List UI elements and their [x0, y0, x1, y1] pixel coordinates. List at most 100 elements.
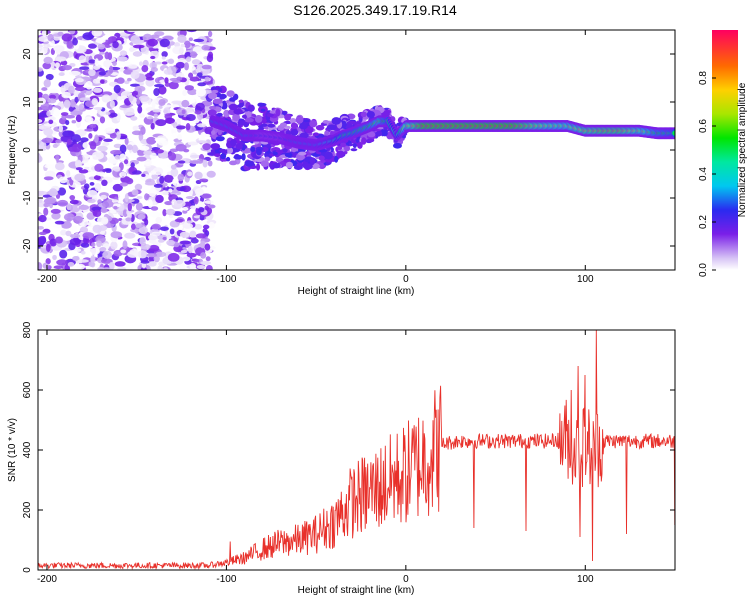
noise-blob	[99, 51, 105, 55]
noise-blob	[101, 216, 109, 225]
noise-blob	[204, 200, 214, 204]
noise-blob	[187, 245, 193, 254]
scatter-blob	[336, 145, 343, 150]
noise-blob	[173, 243, 180, 248]
noise-blob	[73, 215, 83, 224]
noise-blob	[155, 251, 167, 258]
noise-blob	[43, 207, 49, 216]
noise-blob	[93, 106, 103, 111]
noise-blob	[75, 167, 83, 171]
noise-blob	[82, 32, 94, 41]
noise-blob	[105, 168, 112, 173]
noise-blob	[90, 255, 96, 264]
noise-blob	[161, 56, 166, 60]
noise-blob	[124, 177, 134, 185]
noise-blob	[95, 171, 105, 176]
noise-blob	[144, 72, 153, 79]
scatter-blob	[309, 120, 318, 128]
scatter-blob	[289, 117, 297, 124]
noise-blob	[108, 261, 115, 270]
scatter-blob	[244, 117, 254, 123]
scatter-blob	[392, 142, 402, 149]
noise-blob	[114, 154, 121, 160]
noise-blob	[69, 70, 81, 76]
noise-blob	[86, 190, 98, 198]
scatter-blob	[216, 112, 223, 117]
scatter-blob	[361, 137, 367, 145]
noise-blob	[74, 96, 79, 103]
noise-blob	[194, 188, 204, 196]
noise-blob	[181, 109, 186, 115]
noise-blob	[159, 226, 169, 231]
noise-blob	[70, 134, 82, 143]
noise-blob	[151, 223, 161, 230]
noise-blob	[112, 183, 123, 192]
noise-blob	[205, 256, 211, 262]
scatter-blob	[340, 142, 347, 148]
noise-blob	[137, 105, 143, 114]
scatter-blob	[211, 130, 216, 135]
scatter-blob	[343, 145, 351, 152]
noise-blob	[60, 112, 69, 116]
scatter-blob	[235, 143, 243, 150]
noise-blob	[110, 149, 122, 155]
scatter-blob	[266, 113, 274, 117]
noise-blob	[43, 202, 50, 208]
noise-blob	[147, 116, 153, 120]
noise-blob	[177, 34, 187, 43]
noise-blob	[186, 220, 194, 224]
scatter-blob	[209, 105, 217, 110]
scatter-blob	[315, 124, 325, 131]
scatter-blob	[324, 130, 330, 136]
scatter-blob	[220, 153, 227, 160]
scatter-blob	[295, 116, 304, 124]
noise-blob	[180, 249, 188, 254]
noise-blob	[69, 194, 76, 201]
noise-blob	[83, 183, 90, 190]
scatter-blob	[360, 111, 368, 118]
scatter-blob	[336, 150, 345, 158]
noise-blob	[45, 196, 57, 204]
noise-blob	[109, 132, 117, 139]
noise-blob	[53, 45, 65, 52]
noise-blob	[80, 242, 90, 248]
noise-blob	[103, 60, 112, 68]
noise-blob	[120, 249, 127, 254]
noise-blob	[48, 119, 54, 125]
noise-blob	[194, 223, 203, 230]
noise-blob	[136, 149, 146, 156]
noise-blob	[48, 104, 53, 111]
scatter-blob	[331, 117, 341, 125]
x-tick-label: -100	[216, 274, 236, 285]
noise-blob	[132, 125, 140, 130]
noise-blob	[63, 213, 75, 221]
noise-blob	[162, 236, 167, 241]
noise-blob	[71, 119, 77, 124]
noise-blob	[133, 39, 145, 44]
noise-blob	[141, 64, 149, 73]
scatter-blob	[225, 156, 231, 162]
noise-blob	[138, 61, 143, 66]
noise-blob	[145, 77, 155, 81]
noise-blob	[136, 195, 143, 200]
noise-blob	[70, 110, 83, 116]
noise-blob	[188, 72, 194, 79]
noise-blob	[114, 261, 126, 267]
noise-blob	[43, 79, 51, 88]
scatter-blob	[299, 132, 309, 139]
scatter-blob	[362, 116, 369, 120]
noise-blob	[38, 197, 43, 204]
noise-blob	[48, 188, 58, 197]
noise-blob	[84, 128, 94, 132]
noise-blob	[195, 102, 205, 111]
noise-blob	[98, 71, 106, 76]
noise-blob	[38, 44, 44, 49]
noise-blob	[146, 136, 157, 145]
noise-blob	[174, 218, 184, 223]
noise-blob	[131, 130, 143, 136]
noise-blob	[137, 213, 146, 220]
noise-blob	[69, 30, 76, 35]
noise-blob	[109, 112, 118, 118]
noise-blob	[101, 258, 113, 264]
noise-blob	[202, 143, 211, 151]
